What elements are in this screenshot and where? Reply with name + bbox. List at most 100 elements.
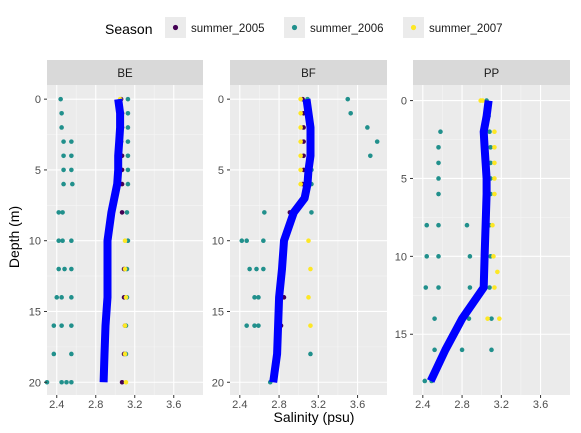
data-point-summer-2007 (123, 379, 129, 385)
y-axis: 0 5 10 15 20 (29, 94, 47, 389)
data-point-summer-2005 (119, 379, 125, 385)
legend-key-swatch (410, 24, 417, 31)
data-point-summer-2006 (309, 210, 314, 215)
y-tick-label: 5 (218, 165, 224, 177)
data-point-summer-2006 (252, 323, 257, 328)
x-axis-title: Salinity (psu) (274, 409, 355, 425)
data-point-summer-2006 (244, 238, 249, 244)
data-point-summer-2006 (56, 238, 61, 244)
data-point-summer-2006 (487, 285, 492, 290)
data-point-summer-2006 (488, 145, 493, 150)
data-point-summer-2007 (306, 295, 311, 300)
data-point-summer-2007 (306, 238, 311, 244)
y-tick-label: 0 (401, 96, 407, 108)
data-point-summer-2007 (298, 96, 303, 102)
data-point-summer-2007 (492, 145, 497, 150)
data-point-summer-2007 (492, 285, 497, 290)
y-tick-label: 10 (395, 251, 407, 263)
legend: Season summer_2005 summer_2006 summer_20… (105, 17, 503, 38)
data-point-summer-2007 (490, 222, 495, 228)
data-point-summer-2007 (485, 316, 490, 321)
data-point-summer-2006 (438, 129, 443, 135)
data-point-summer-2007 (298, 111, 303, 116)
facet-strip-label: BF (301, 68, 316, 80)
data-point-summer-2006 (432, 316, 437, 321)
x-tick-label: 3.2 (494, 399, 509, 411)
data-point-summer-2006 (374, 139, 380, 144)
data-point-summer-2006 (61, 181, 66, 187)
data-point-summer-2006 (422, 378, 428, 384)
profile-line (427, 100, 493, 383)
data-point-summer-2006 (254, 266, 259, 272)
data-point-summer-2005 (119, 210, 125, 215)
data-point-summer-2006 (69, 153, 74, 159)
data-point-summer-2006 (424, 222, 430, 228)
y-axis-title: Depth (m) (6, 206, 22, 268)
y-tick-label: 5 (35, 165, 41, 177)
data-point-summer-2006 (62, 266, 67, 272)
data-point-summer-2006 (61, 167, 66, 173)
x-tick-label: 3.6 (166, 399, 181, 411)
legend-key-swatch (172, 24, 179, 31)
data-point-summer-2006 (69, 266, 74, 272)
data-point-summer-2007 (492, 176, 497, 181)
data-point-summer-2007 (298, 153, 303, 159)
data-point-summer-2006 (487, 129, 492, 135)
data-point-summer-2007 (492, 129, 497, 135)
data-point-summer-2006 (436, 145, 441, 150)
data-point-summer-2006 (436, 254, 441, 259)
legend-title: Season (105, 21, 152, 37)
data-point-summer-2007 (495, 269, 500, 275)
data-point-summer-2006 (256, 323, 261, 328)
x-tick-label: 2.8 (271, 399, 286, 411)
data-point-summer-2006 (70, 181, 75, 187)
data-point-summer-2006 (256, 295, 261, 300)
data-point-summer-2006 (432, 347, 437, 353)
data-point-summer-2006 (239, 238, 245, 244)
data-point-summer-2006 (69, 139, 74, 144)
data-point-summer-2006 (59, 125, 64, 130)
x-tick-label: 3.2 (311, 399, 326, 411)
data-point-summer-2006 (368, 153, 373, 159)
data-point-summer-2006 (61, 153, 66, 159)
data-point-summer-2007 (122, 323, 128, 328)
x-axis: 2.4 2.8 3.2 3.6 (232, 395, 365, 411)
data-point-summer-2006 (59, 111, 64, 116)
data-point-summer-2006 (61, 139, 66, 144)
data-point-summer-2007 (298, 181, 303, 187)
data-point-summer-2006 (424, 254, 430, 259)
data-point-summer-2006 (125, 139, 131, 144)
facet-strip (47, 60, 203, 85)
facet-strip (230, 60, 387, 85)
profile-line (99, 98, 125, 383)
data-point-summer-2006 (436, 191, 441, 197)
data-point-summer-2006 (51, 351, 57, 357)
x-tick-label: 3.6 (350, 399, 365, 411)
data-point-summer-2006 (51, 323, 57, 328)
data-point-summer-2006 (489, 316, 494, 321)
data-point-summer-2007 (308, 266, 313, 272)
panel-background (413, 85, 570, 395)
data-point-summer-2006 (348, 111, 353, 116)
y-tick-label: 15 (395, 329, 407, 341)
x-tick-label: 3.6 (533, 399, 548, 411)
y-tick-label: 15 (29, 306, 41, 318)
data-point-summer-2006 (60, 210, 65, 215)
data-point-summer-2006 (125, 125, 131, 130)
data-point-summer-2006 (69, 167, 74, 173)
legend-item-summer-2006: summer_2006 (284, 17, 384, 38)
facet-panel-be: BE 0 5 10 15 20 2.4 2.8 3.2 3.6 (29, 60, 203, 411)
data-point-summer-2006 (467, 254, 473, 259)
data-point-summer-2007 (480, 98, 485, 103)
data-point-summer-2006 (125, 153, 131, 159)
data-point-summer-2007 (123, 295, 129, 300)
facet-panel-pp: PP 0 5 10 15 2.4 2.8 3.2 3.6 (395, 60, 570, 411)
data-point-summer-2007 (298, 167, 303, 173)
data-point-summer-2007 (122, 351, 128, 357)
data-point-summer-2006 (436, 160, 441, 166)
y-tick-label: 0 (218, 94, 224, 106)
x-axis: 2.4 2.8 3.2 3.6 (49, 395, 181, 411)
data-point-summer-2007 (308, 323, 313, 328)
data-point-summer-2006 (54, 295, 60, 300)
data-point-summer-2006 (467, 285, 473, 290)
